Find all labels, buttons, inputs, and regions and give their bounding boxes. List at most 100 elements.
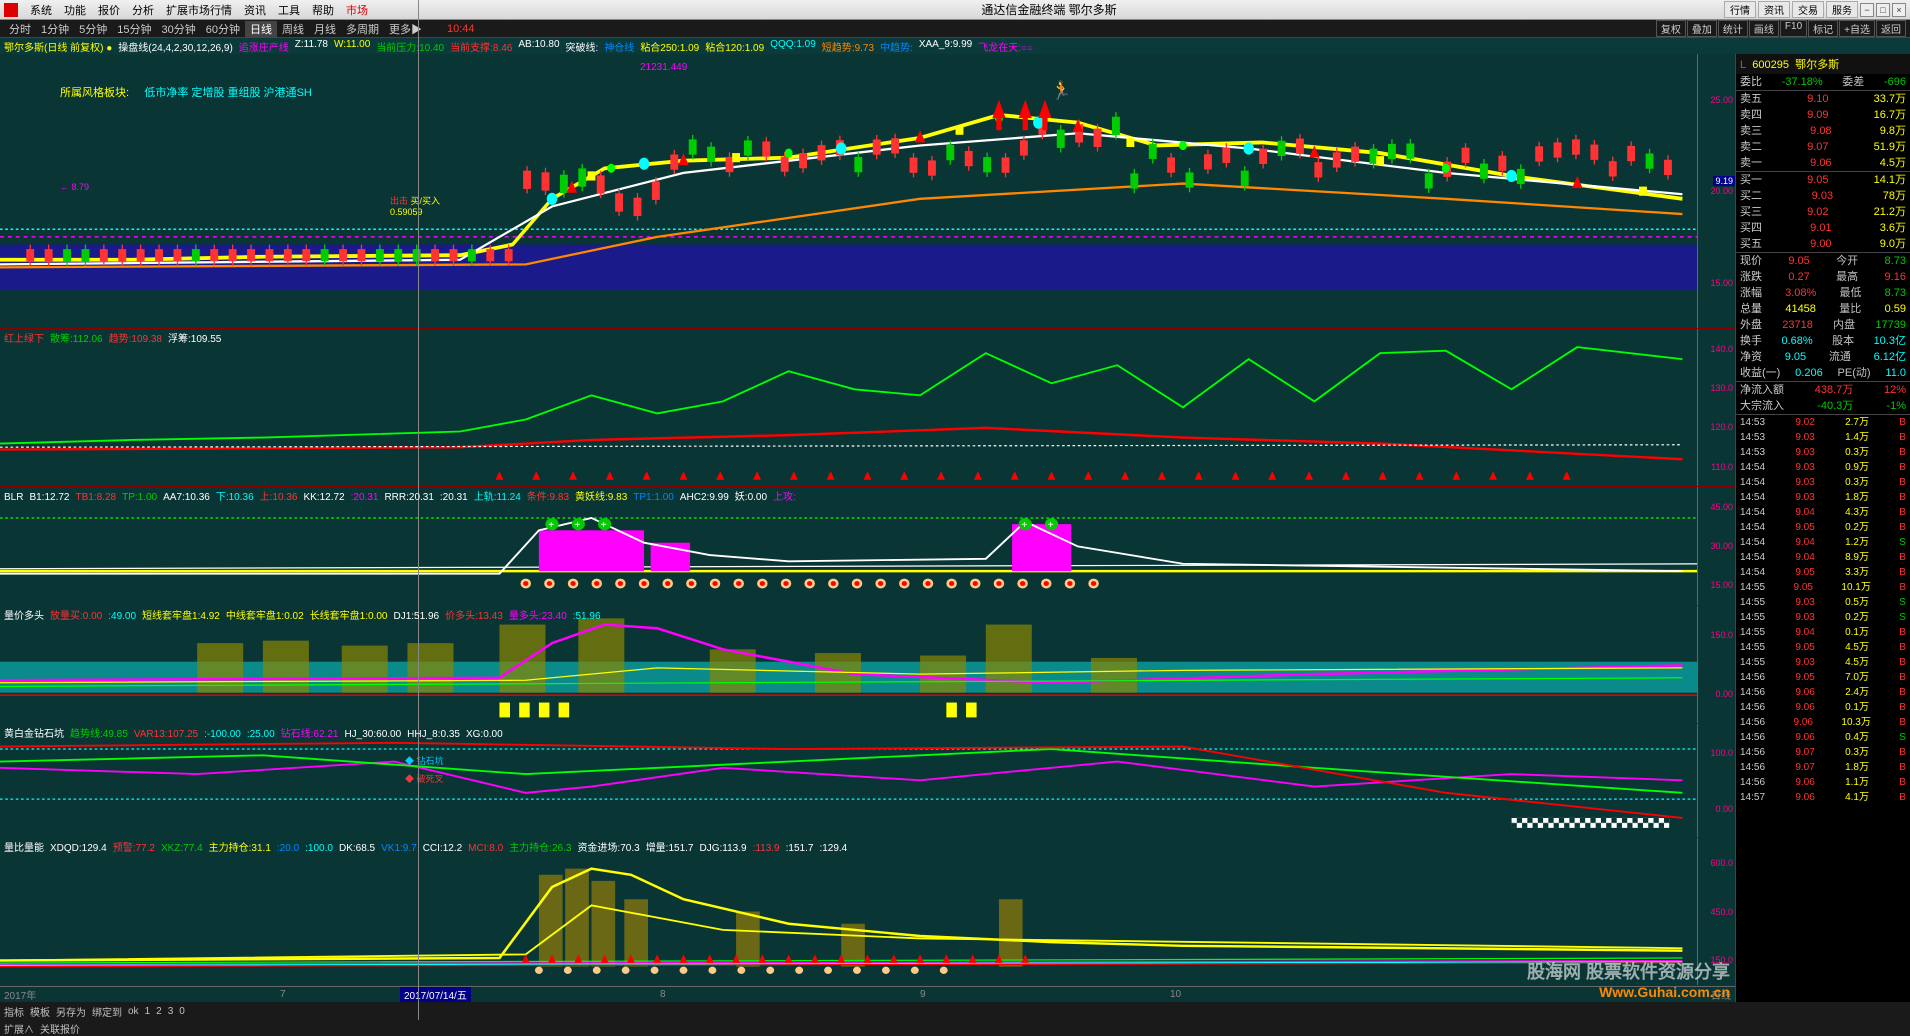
stock-label: 鄂尔多斯(日线 前复权) ● (4, 39, 112, 54)
chart-area[interactable]: 所属风格板块: 低市净率 定增股 重组股 沪港通SH 21231.449 🏃 ←… (0, 54, 1735, 1002)
minimize-icon[interactable]: − (1860, 3, 1874, 17)
tick-row: 14:549.044.3万B (1736, 505, 1910, 520)
tick-row: 14:549.053.3万B (1736, 565, 1910, 580)
panel-2-header: 红上绿下散筹:112.06趋势:109.38浮筹:109.55 (4, 330, 227, 345)
tfbtn-标记[interactable]: 标记 (1808, 20, 1838, 37)
btm-模板[interactable]: 模板 (30, 1004, 50, 1019)
menu-扩展市场行情[interactable]: 扩展市场行情 (160, 5, 238, 17)
tick-row: 14:539.030.3万B (1736, 445, 1910, 460)
tick-list[interactable]: 14:539.022.7万B14:539.031.4万B14:539.030.3… (1736, 414, 1910, 1002)
tf-15分钟[interactable]: 15分钟 (112, 21, 156, 37)
panel-2[interactable]: 红上绿下散筹:112.06趋势:109.38浮筹:109.55 140.0130… (0, 329, 1735, 487)
bottom-toolbar-2: 扩展∧ 关联报价 (0, 1020, 1910, 1036)
svg-text:+: + (1021, 520, 1027, 531)
panel-3-header: BLRB1:12.72TB1:8.28TP:1.00AA7:10.36下:10.… (4, 488, 802, 503)
menu-报价[interactable]: 报价 (92, 5, 126, 17)
tick-row: 14:549.030.3万B (1736, 475, 1910, 490)
tick-row: 14:559.0510.1万B (1736, 580, 1910, 595)
rtab-服务[interactable]: 服务 (1826, 1, 1858, 18)
tfbtn-复权[interactable]: 复权 (1656, 20, 1686, 37)
panel-4-header: 量价多头放量买:0.00:49.00短线套牢盘1:4.92中线套牢盘1:0.02… (4, 607, 607, 622)
tick-row: 14:579.064.1万B (1736, 790, 1910, 805)
bottom-toolbar: 指标模板另存为绑定到 ok 1230 (0, 1002, 1910, 1020)
quote-row: 卖五9.1033.7万 (1736, 91, 1910, 107)
peak-label: 21231.449 (640, 62, 687, 73)
quote-row: 卖四9.0916.7万 (1736, 107, 1910, 123)
svg-text:+: + (574, 520, 580, 531)
time-start: 2017年 (4, 987, 36, 1002)
tf-月线[interactable]: 月线 (309, 21, 341, 37)
rtab-行情[interactable]: 行情 (1724, 1, 1756, 18)
main-chart-panel[interactable]: 所属风格板块: 低市净率 定增股 重组股 沪港通SH 21231.449 🏃 ←… (0, 54, 1735, 329)
tfbtn-画线[interactable]: 画线 (1749, 20, 1779, 37)
btm-指标[interactable]: 指标 (4, 1004, 24, 1019)
tf-周线[interactable]: 周线 (277, 21, 309, 37)
rtab-资讯[interactable]: 资讯 (1758, 1, 1790, 18)
diamond-label: ◆ 钻石坑 (405, 754, 444, 767)
menu-系统[interactable]: 系统 (24, 5, 58, 17)
panel-4-svg (0, 606, 1735, 724)
menu-工具[interactable]: 工具 (272, 5, 306, 17)
panel-6[interactable]: 量比量能XDQD:129.4预警:77.2XKZ:77.4主力持仓:31.1:2… (0, 838, 1735, 986)
btm-2[interactable]: 2 (156, 1006, 162, 1017)
tfbtn-统计[interactable]: 统计 (1718, 20, 1748, 37)
tf-60分钟[interactable]: 60分钟 (201, 21, 245, 37)
time-axis: 2017年 2017/07/14/五 7 8 9 10 日线 (0, 986, 1735, 1002)
menu-功能[interactable]: 功能 (58, 5, 92, 17)
tick-row: 14:539.031.4万B (1736, 430, 1910, 445)
menu-资讯[interactable]: 资讯 (238, 5, 272, 17)
panel-3-svg: +++++ (0, 487, 1735, 605)
tfbtn-+自选[interactable]: +自选 (1839, 20, 1875, 37)
menu-市场[interactable]: 市场 (340, 5, 374, 17)
btm-另存为[interactable]: 另存为 (56, 1004, 86, 1019)
panel-5[interactable]: 黄白金钻石坑趋势线:49.85VAR13:107.25:-100.00:25.0… (0, 724, 1735, 838)
tick-row: 14:569.0610.3万B (1736, 715, 1910, 730)
tick-row: 14:559.030.2万S (1736, 610, 1910, 625)
rtab-交易[interactable]: 交易 (1792, 1, 1824, 18)
tf-分时[interactable]: 分时 (4, 21, 36, 37)
tick-row: 14:549.041.2万S (1736, 535, 1910, 550)
tick-row: 14:569.070.3万B (1736, 745, 1910, 760)
tfbtn-返回[interactable]: 返回 (1876, 20, 1906, 37)
tf-5分钟[interactable]: 5分钟 (74, 21, 112, 37)
tfbtn-F10[interactable]: F10 (1780, 20, 1807, 37)
tick-row: 14:539.022.7万B (1736, 415, 1910, 430)
panel-6-svg (0, 838, 1735, 985)
main-yaxis: 25.0020.0015.00 (1697, 54, 1735, 328)
tf-30分钟[interactable]: 30分钟 (157, 21, 201, 37)
tick-row: 14:569.060.4万S (1736, 730, 1910, 745)
quote-row: 卖一9.064.5万 (1736, 155, 1910, 171)
tick-row: 14:549.030.9万B (1736, 460, 1910, 475)
quote-row: 买二9.0378万 (1736, 188, 1910, 204)
menu-分析[interactable]: 分析 (126, 5, 160, 17)
quote-row: 买五9.009.0万 (1736, 236, 1910, 252)
btm-绑定到[interactable]: 绑定到 (92, 1004, 122, 1019)
tfbtn-叠加[interactable]: 叠加 (1687, 20, 1717, 37)
tick-row: 14:549.048.9万B (1736, 550, 1910, 565)
panel-4[interactable]: 量价多头放量买:0.00:49.00短线套牢盘1:4.92中线套牢盘1:0.02… (0, 606, 1735, 725)
tick-row: 14:559.034.5万B (1736, 655, 1910, 670)
btm2-扩展∧[interactable]: 扩展∧ (4, 1021, 34, 1036)
window-title: 通达信金融终端 鄂尔多斯 (374, 1, 1724, 18)
btm2-关联报价[interactable]: 关联报价 (40, 1021, 80, 1036)
tf-多周期[interactable]: 多周期 (341, 21, 384, 37)
indicator-info-bar: 鄂尔多斯(日线 前复权) ● 操盘线(24,4,2,30,12,26,9) 追涨… (0, 38, 1910, 54)
btm-0[interactable]: 0 (179, 1006, 185, 1017)
tf-更多▶[interactable]: 更多▶ (384, 21, 427, 37)
watermark: 股海网 股票软件资源分享 Www.Guhai.com.cn (1527, 958, 1730, 1000)
tf-1分钟[interactable]: 1分钟 (36, 21, 74, 37)
quote-row: 卖二9.0751.9万 (1736, 139, 1910, 155)
close-icon[interactable]: × (1892, 3, 1906, 17)
panel-3[interactable]: BLRB1:12.72TB1:8.28TP:1.00AA7:10.36下:10.… (0, 487, 1735, 606)
tf-日线[interactable]: 日线 (245, 21, 277, 37)
maximize-icon[interactable]: □ (1876, 3, 1890, 17)
time-label: 10:44 (447, 23, 475, 35)
quote-panel: L 600295 鄂尔多斯 委比-37.18% 委差-696 卖五9.1033.… (1735, 54, 1910, 1002)
panel-2-yaxis: 140.0130.0120.0110.0 (1697, 329, 1735, 486)
tick-row: 14:559.054.5万B (1736, 640, 1910, 655)
menu-帮助[interactable]: 帮助 (306, 5, 340, 17)
btm-1[interactable]: 1 (145, 1006, 151, 1017)
btm-ok[interactable]: ok (128, 1006, 139, 1017)
btm-3[interactable]: 3 (168, 1006, 174, 1017)
svg-text:🏃: 🏃 (1052, 80, 1072, 101)
